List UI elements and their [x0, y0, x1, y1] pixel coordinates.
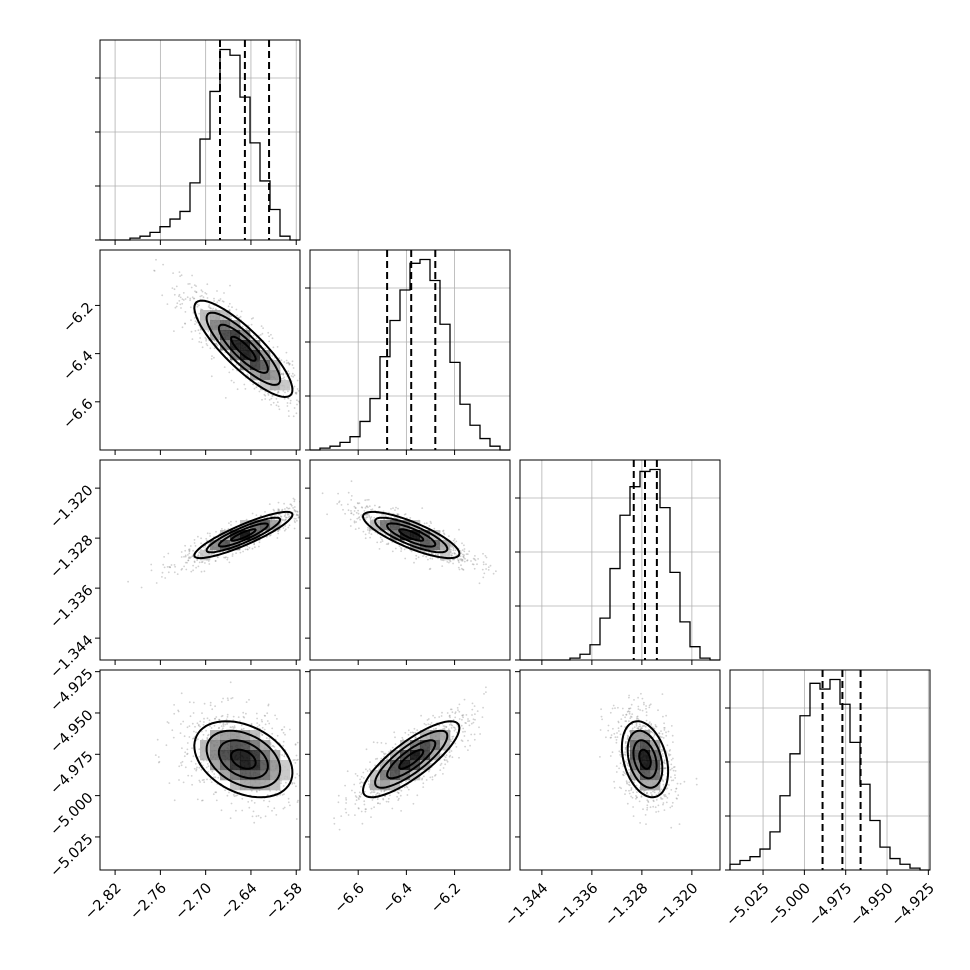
contour-3 [361, 510, 461, 560]
y-tick-label: −1.336 [47, 582, 96, 631]
scatter-panel-3-0 [99, 669, 301, 871]
histogram-step-2 [520, 468, 720, 661]
density-shading [200, 310, 291, 391]
y-tick-label: −1.328 [47, 532, 96, 581]
y-tick-label: −4.975 [47, 749, 96, 798]
contour-2 [626, 729, 664, 789]
panel-frame [729, 669, 931, 871]
x-tick-label: −1.328 [602, 880, 651, 929]
panel-frame [519, 669, 721, 871]
contour-2 [374, 729, 449, 789]
contour-0 [638, 748, 652, 770]
panel-frame [99, 669, 301, 871]
panel-frame [99, 459, 301, 661]
panel-frame [309, 459, 511, 661]
hist-grid-2 [520, 460, 720, 660]
contour-0 [398, 528, 425, 542]
contour-3 [620, 720, 670, 799]
contour-2 [205, 311, 282, 386]
x-tick-label: −2.76 [127, 880, 170, 923]
hist-panel-1 [305, 249, 511, 451]
scatter-panel-3-2 [519, 669, 721, 871]
x-tick-label: −6.2 [428, 880, 464, 916]
scatter-panel-1-0 [99, 249, 301, 451]
hist-grid-3 [730, 670, 930, 870]
contour-1 [386, 522, 437, 548]
contour-1 [386, 739, 437, 780]
histogram-step-1 [310, 258, 510, 451]
y-tick-label: −6.4 [60, 348, 96, 384]
x-tick-label: −4.925 [889, 880, 938, 929]
x-tick-label: −4.950 [847, 880, 896, 929]
hist-panel-0 [95, 39, 301, 241]
x-tick-label: −2.70 [173, 880, 216, 923]
contour-2 [374, 516, 449, 554]
y-tick-label: −1.320 [47, 482, 96, 531]
y-tick-label: −6.6 [60, 396, 96, 432]
scatter-panel-2-0 [99, 459, 301, 661]
contour-1 [632, 739, 658, 780]
contour-0 [398, 748, 425, 770]
y-tick-label: −4.950 [47, 707, 96, 756]
hist-grid-0 [100, 40, 300, 240]
y-tick-label: −6.2 [60, 300, 96, 336]
contour-3 [193, 510, 294, 560]
y-axis-1: −6.6 −6.4 −6.2 [60, 300, 100, 432]
x-tick-label: −4.975 [806, 880, 855, 929]
y-tick-label: −5.025 [47, 831, 96, 880]
panel-frame [309, 669, 511, 871]
x-tick-label: −5.025 [723, 880, 772, 929]
x-axis-0: −2.82 −2.76 −2.70 −2.64 −2.58 [82, 240, 306, 923]
x-tick-label: −6.6 [332, 880, 368, 916]
x-tick-label: −1.344 [502, 880, 551, 929]
x-axis-2: −1.344 −1.336 −1.328 −1.320 [502, 660, 701, 930]
scatter-panel-2-1 [309, 459, 511, 661]
x-tick-label: −2.82 [82, 880, 125, 923]
contour-0 [230, 748, 257, 770]
contour-3 [193, 720, 294, 799]
density-shading [200, 730, 291, 791]
x-axis-3: −5.025−5.000−4.975−4.950−4.925 [723, 870, 938, 930]
contour-2 [205, 516, 282, 554]
x-tick-label: −2.64 [218, 880, 261, 923]
x-tick-label: −1.320 [652, 880, 701, 929]
histogram-step-0 [100, 48, 300, 241]
hist-panel-2 [515, 459, 721, 661]
y-tick-label: −5.000 [47, 790, 96, 839]
x-tick-label: −2.58 [263, 880, 306, 923]
y-axis-2: −1.344−1.336−1.328−1.320 [47, 482, 310, 682]
panel-frame [519, 459, 721, 661]
contour-1 [217, 522, 269, 548]
x-tick-label: −6.4 [380, 880, 416, 916]
contour-0 [230, 335, 257, 362]
hist-panel-3 [725, 669, 931, 871]
contour-1 [217, 323, 269, 374]
panel-frame [99, 249, 301, 451]
contour-3 [193, 299, 294, 399]
panel-frame [309, 249, 511, 451]
x-tick-label: −1.336 [552, 880, 601, 929]
contour-1 [217, 739, 269, 780]
contour-0 [230, 528, 257, 542]
x-tick-label: −5.000 [765, 880, 814, 929]
contour-2 [205, 729, 282, 789]
scatter-panel-3-1 [309, 669, 511, 871]
contour-3 [361, 720, 461, 799]
panel-frame [99, 39, 301, 241]
histogram-step-3 [729, 678, 930, 871]
